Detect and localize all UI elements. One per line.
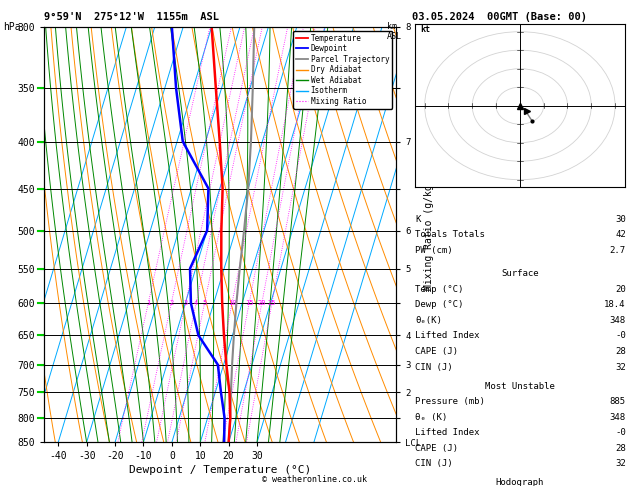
- Text: Temp (°C): Temp (°C): [415, 285, 464, 294]
- Text: -0: -0: [615, 331, 626, 341]
- Text: 3: 3: [184, 300, 187, 306]
- Text: 9°59'N  275°12'W  1155m  ASL: 9°59'N 275°12'W 1155m ASL: [44, 12, 219, 22]
- Text: 28: 28: [615, 444, 626, 453]
- Text: 2.7: 2.7: [610, 246, 626, 255]
- Text: © weatheronline.co.uk: © weatheronline.co.uk: [262, 474, 367, 484]
- Text: K: K: [415, 215, 421, 224]
- Text: -0: -0: [615, 428, 626, 437]
- Text: θₑ (K): θₑ (K): [415, 413, 447, 422]
- Text: kt: kt: [420, 25, 430, 34]
- Text: 18.4: 18.4: [604, 300, 626, 310]
- Text: θₑ(K): θₑ(K): [415, 316, 442, 325]
- Text: 5: 5: [203, 300, 207, 306]
- Text: CAPE (J): CAPE (J): [415, 444, 458, 453]
- Text: Totals Totals: Totals Totals: [415, 230, 485, 240]
- Text: 20: 20: [257, 300, 266, 306]
- Text: 2: 2: [169, 300, 174, 306]
- Text: 25: 25: [268, 300, 276, 306]
- Text: Surface: Surface: [501, 269, 538, 278]
- Text: 32: 32: [615, 459, 626, 469]
- Text: 20: 20: [615, 285, 626, 294]
- Text: 885: 885: [610, 397, 626, 406]
- Text: CAPE (J): CAPE (J): [415, 347, 458, 356]
- Text: CIN (J): CIN (J): [415, 459, 453, 469]
- Text: hPa: hPa: [3, 22, 21, 32]
- Text: 348: 348: [610, 316, 626, 325]
- Y-axis label: Mixing Ratio (g/kg): Mixing Ratio (g/kg): [424, 179, 434, 290]
- Text: 30: 30: [615, 215, 626, 224]
- Text: PW (cm): PW (cm): [415, 246, 453, 255]
- Text: CIN (J): CIN (J): [415, 363, 453, 372]
- Text: Lifted Index: Lifted Index: [415, 428, 480, 437]
- Text: 03.05.2024  00GMT (Base: 00): 03.05.2024 00GMT (Base: 00): [412, 12, 587, 22]
- Text: 1: 1: [146, 300, 150, 306]
- Text: Lifted Index: Lifted Index: [415, 331, 480, 341]
- Text: Pressure (mb): Pressure (mb): [415, 397, 485, 406]
- Text: 32: 32: [615, 363, 626, 372]
- X-axis label: Dewpoint / Temperature (°C): Dewpoint / Temperature (°C): [129, 466, 311, 475]
- Text: 28: 28: [615, 347, 626, 356]
- Text: Most Unstable: Most Unstable: [485, 382, 555, 391]
- Text: 10: 10: [228, 300, 237, 306]
- Text: 15: 15: [245, 300, 253, 306]
- Text: Dewp (°C): Dewp (°C): [415, 300, 464, 310]
- Text: 4: 4: [194, 300, 198, 306]
- Legend: Temperature, Dewpoint, Parcel Trajectory, Dry Adiabat, Wet Adiabat, Isotherm, Mi: Temperature, Dewpoint, Parcel Trajectory…: [293, 31, 392, 109]
- Text: km
ASL: km ASL: [387, 22, 402, 41]
- Text: 42: 42: [615, 230, 626, 240]
- Text: Hodograph: Hodograph: [496, 478, 544, 486]
- Text: 348: 348: [610, 413, 626, 422]
